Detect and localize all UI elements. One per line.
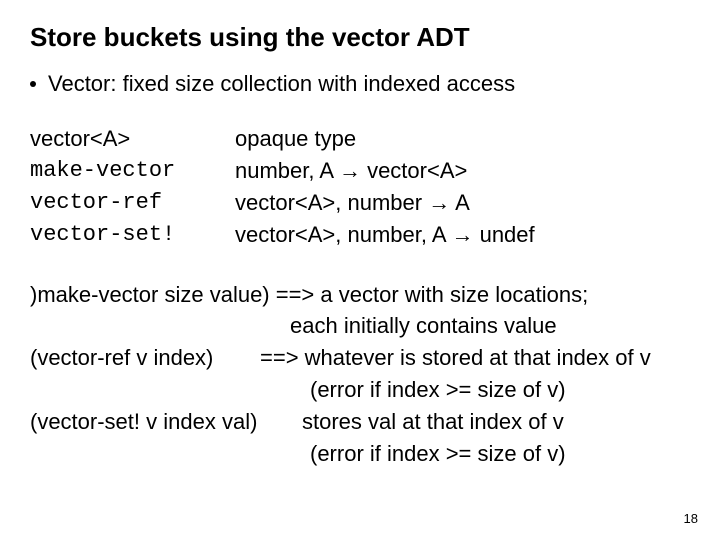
desc-line: (vector-ref v index) ==> whatever is sto…: [30, 342, 690, 374]
desc-result: stores val at that index of v: [302, 406, 564, 438]
table-row: vector<A> opaque type: [30, 123, 690, 155]
sig-name: make-vector: [30, 155, 235, 187]
desc-line: each initially contains value: [30, 310, 690, 342]
desc-call: (vector-ref v index): [30, 342, 260, 374]
description-block: )make-vector size value) ==> a vector wi…: [30, 279, 690, 470]
bullet-text: Vector: fixed size collection with index…: [48, 71, 515, 97]
desc-text: (error if index >= size of v): [310, 441, 566, 466]
desc-call: (vector-set! v index val): [30, 406, 302, 438]
slide-title: Store buckets using the vector ADT: [30, 22, 690, 53]
sig-type: vector<A>, number, A → undef: [235, 219, 535, 251]
desc-line: (error if index >= size of v): [30, 438, 690, 470]
sig-name: vector-ref: [30, 187, 235, 219]
desc-line: (error if index >= size of v): [30, 374, 690, 406]
sig-type: opaque type: [235, 123, 356, 155]
table-row: vector-ref vector<A>, number → A: [30, 187, 690, 219]
sig-name: vector-set!: [30, 219, 235, 251]
desc-line: )make-vector size value) ==> a vector wi…: [30, 279, 690, 311]
desc-line: (vector-set! v index val) stores val at …: [30, 406, 690, 438]
bullet-dot-icon: [30, 81, 36, 87]
sig-type: number, A → vector<A>: [235, 155, 467, 187]
sig-type: vector<A>, number → A: [235, 187, 470, 219]
desc-text: (error if index >= size of v): [310, 377, 566, 402]
table-row: make-vector number, A → vector<A>: [30, 155, 690, 187]
desc-text: each initially contains value: [290, 313, 557, 338]
page-number: 18: [684, 511, 698, 526]
slide: Store buckets using the vector ADT Vecto…: [0, 0, 720, 540]
table-row: vector-set! vector<A>, number, A → undef: [30, 219, 690, 251]
desc-result: ==> whatever is stored at that index of …: [260, 342, 651, 374]
signature-table: vector<A> opaque type make-vector number…: [30, 123, 690, 251]
bullet-item: Vector: fixed size collection with index…: [30, 71, 690, 97]
sig-name: vector<A>: [30, 123, 235, 155]
